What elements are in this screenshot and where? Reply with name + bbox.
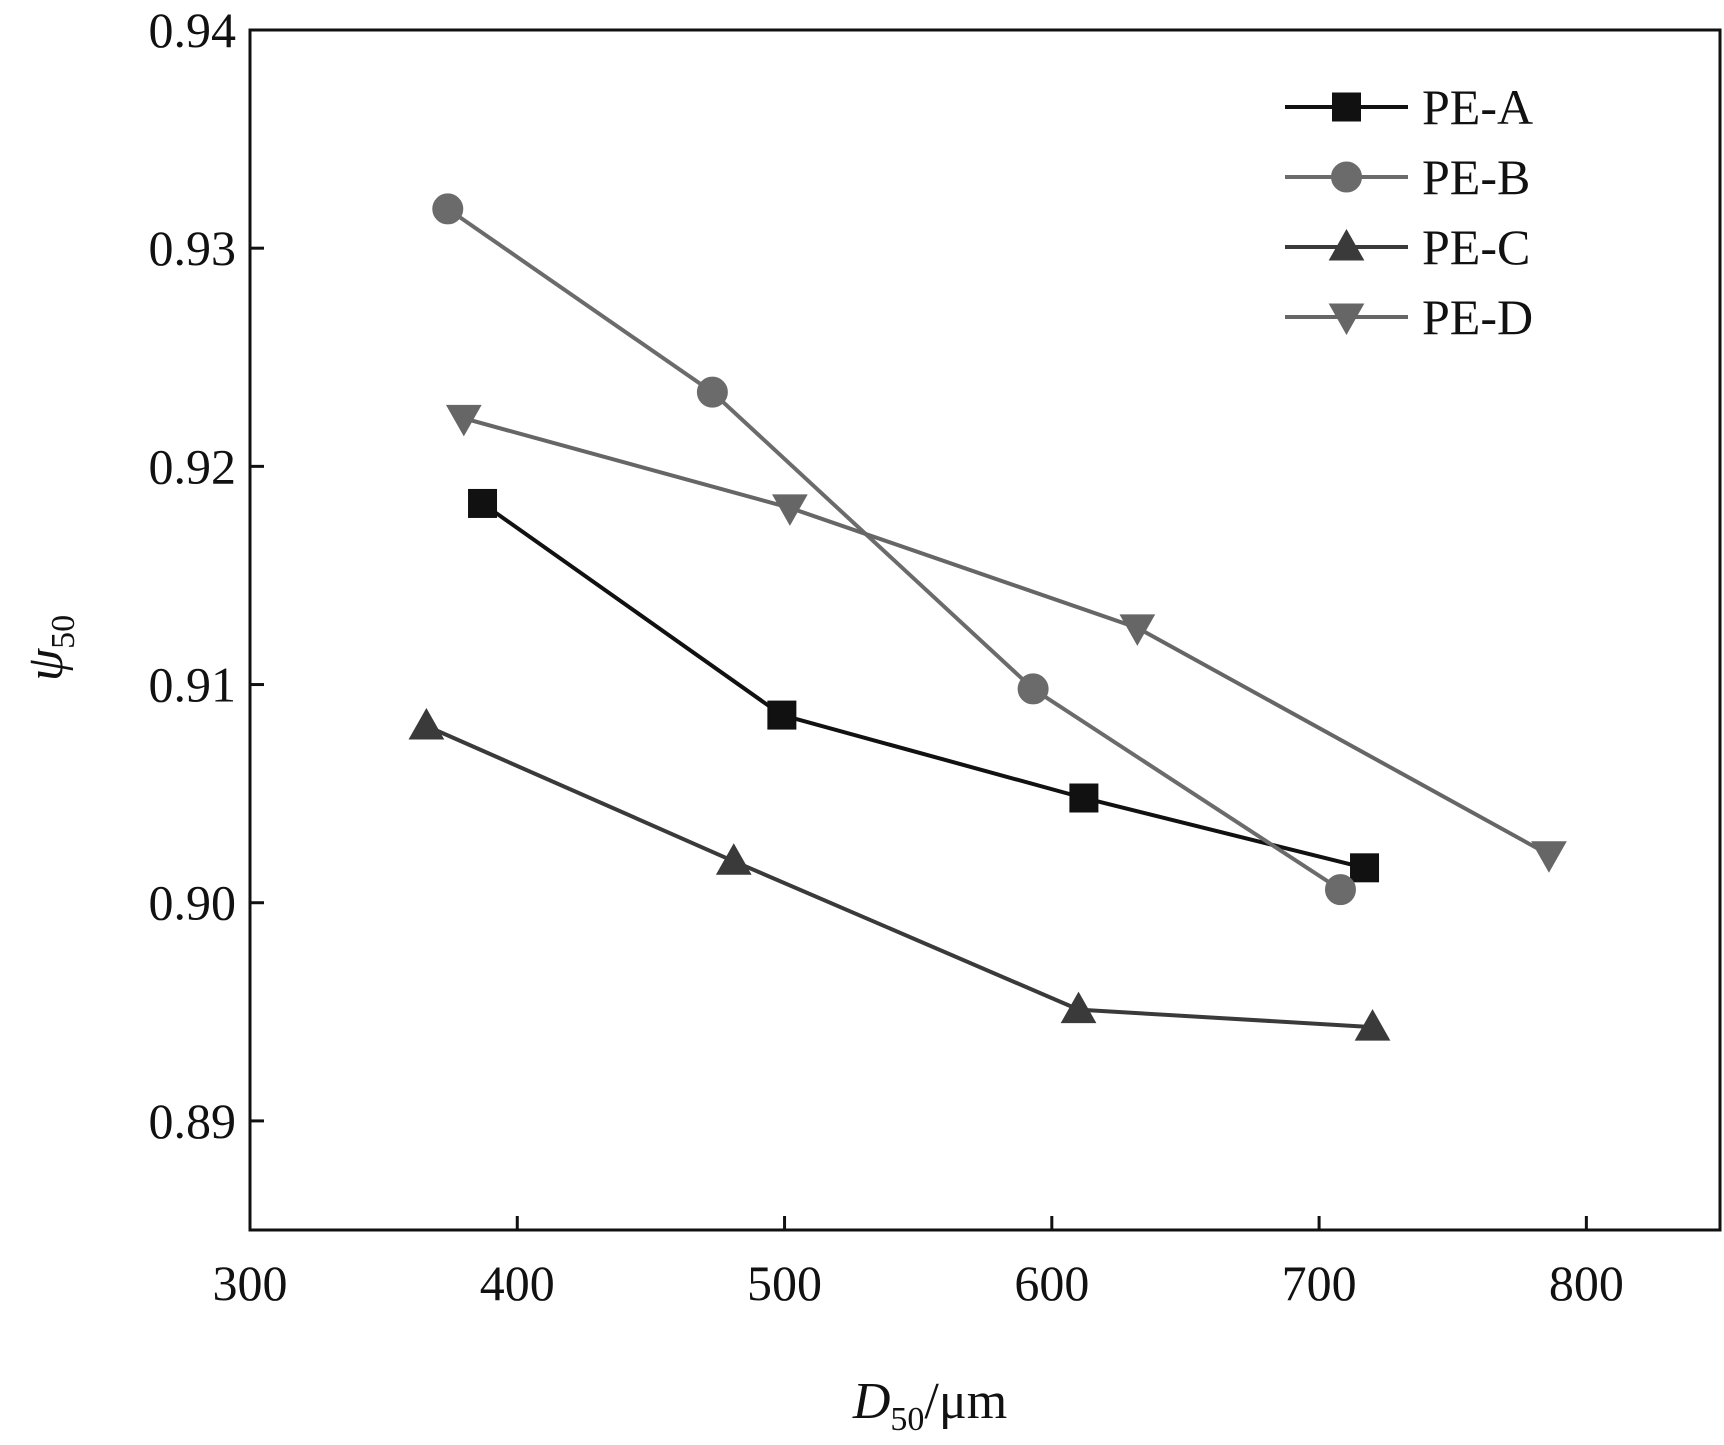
x-axis-title: D50/μm: [852, 1373, 1007, 1438]
legend: PE-A PE-B PE-C PE-D: [1285, 79, 1533, 345]
data-point-pe-a: [1350, 853, 1380, 883]
x-tick-label: 300: [213, 1255, 288, 1311]
x-tick-label: 400: [480, 1255, 555, 1311]
data-point-pe-a: [767, 700, 797, 730]
series-line-pe-c: [425, 724, 1373, 1030]
data-point-pe-b: [1324, 874, 1356, 906]
series-line-pe-a: [481, 501, 1366, 870]
data-point-pe-b: [432, 193, 464, 225]
y-tick-label: 0.94: [149, 2, 237, 58]
legend-label: PE-C: [1422, 219, 1530, 275]
legend-marker: [1328, 303, 1365, 336]
legend-item-pe-b: PE-B: [1285, 149, 1530, 205]
y-axis-ticks: 0.89 0.90 0.91 0.92 0.93 0.94: [149, 2, 264, 1149]
legend-marker: [1331, 161, 1362, 193]
x-axis-title-sub: 50: [890, 1401, 924, 1438]
legend-label: PE-D: [1422, 289, 1533, 345]
data-point-pe-d: [772, 494, 808, 526]
data-point-pe-c: [715, 843, 752, 875]
series-line-pe-b: [446, 207, 1342, 892]
data-point-pe-c: [1060, 991, 1097, 1024]
plot-frame: [248, 28, 1722, 1232]
series-pe-a: [468, 488, 1380, 883]
series-pe-d: [445, 404, 1567, 873]
data-point-pe-c: [1354, 1009, 1391, 1041]
legend-marker: [1332, 92, 1361, 122]
x-tick-label: 500: [747, 1255, 822, 1311]
series-line-pe-d: [463, 416, 1550, 857]
series-layer: [408, 193, 1567, 1041]
x-axis-title-base: D: [852, 1373, 891, 1430]
series-pe-c: [408, 707, 1391, 1041]
data-point-pe-a: [1069, 783, 1099, 813]
series-pe-b: [432, 193, 1356, 906]
x-tick-label: 800: [1549, 1255, 1624, 1311]
legend-label: PE-A: [1422, 79, 1533, 135]
data-point-pe-d: [1119, 614, 1156, 646]
y-axis-title-sub: 50: [45, 615, 82, 649]
legend-label: PE-B: [1422, 149, 1530, 205]
data-point-pe-b: [696, 376, 728, 408]
y-tick-label: 0.89: [149, 1093, 237, 1149]
legend-item-pe-a: PE-A: [1285, 79, 1533, 135]
x-tick-label: 600: [1014, 1255, 1089, 1311]
data-point-pe-d: [1531, 841, 1567, 873]
y-tick-label: 0.91: [149, 657, 237, 713]
plot-border: [248, 28, 1722, 1232]
legend-marker: [1328, 228, 1365, 261]
x-axis-title-unit: /μm: [924, 1373, 1007, 1430]
data-point-pe-c: [408, 707, 445, 740]
y-axis-title: ψ50: [17, 615, 82, 681]
data-point-pe-b: [1017, 673, 1049, 705]
legend-item-pe-d: PE-D: [1285, 289, 1533, 345]
y-axis-title-base: ψ: [17, 647, 74, 681]
x-tick-label: 700: [1282, 1255, 1357, 1311]
y-tick-label: 0.92: [149, 438, 237, 494]
x-axis-ticks: 300 400 500 600 700 800: [213, 1216, 1624, 1311]
y-tick-label: 0.90: [149, 875, 237, 931]
data-point-pe-d: [445, 404, 482, 437]
y-tick-label: 0.93: [149, 220, 237, 276]
data-point-pe-a: [468, 488, 498, 518]
legend-item-pe-c: PE-C: [1285, 219, 1530, 275]
